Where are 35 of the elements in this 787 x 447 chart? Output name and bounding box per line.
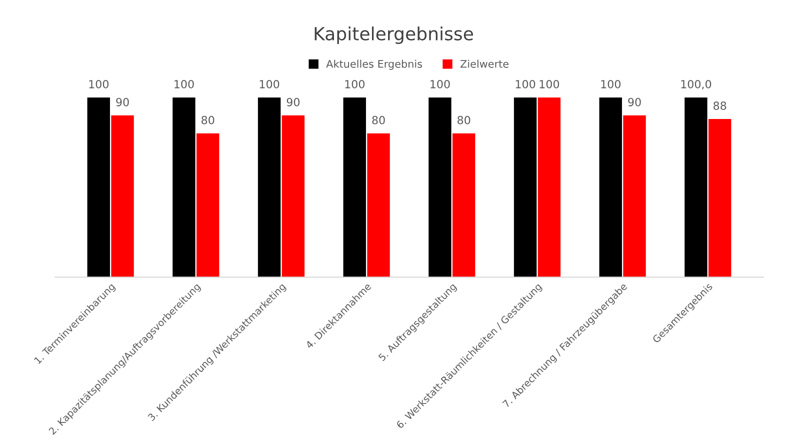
bar <box>428 97 452 278</box>
data-label: 100 <box>260 80 280 88</box>
bar <box>196 133 220 278</box>
bar <box>111 115 134 278</box>
bar <box>538 97 561 278</box>
data-label: 80 <box>372 116 385 124</box>
data-label: 80 <box>458 116 470 124</box>
data-label: 100 <box>540 80 560 88</box>
bar <box>599 97 622 278</box>
data-label: 100 <box>174 80 194 88</box>
data-label: 100 <box>89 80 108 88</box>
bar <box>514 97 537 278</box>
bar <box>367 133 390 278</box>
bar <box>343 97 366 278</box>
legend-label: Zielwerte <box>460 60 508 68</box>
data-label: 100 <box>601 80 620 88</box>
data-label: 88 <box>714 102 726 110</box>
data-label: 90 <box>286 98 300 106</box>
legend-label: Aktuelles Ergebnis <box>326 60 422 70</box>
bar <box>623 115 646 278</box>
bar <box>708 119 732 278</box>
bar <box>258 97 281 278</box>
data-label: 80 <box>202 116 214 124</box>
bar <box>282 115 305 278</box>
data-label: 100 <box>430 80 450 88</box>
data-label: 90 <box>628 98 641 106</box>
data-label: 100 <box>516 80 536 88</box>
bar <box>172 97 196 278</box>
data-label: 90 <box>116 98 129 106</box>
data-label: 100,0 <box>681 80 712 90</box>
chart-title: Kapitelergebnisse <box>314 26 473 44</box>
data-label: 100 <box>345 80 364 88</box>
bar <box>452 133 476 278</box>
bar <box>684 97 708 278</box>
bar <box>87 97 110 278</box>
